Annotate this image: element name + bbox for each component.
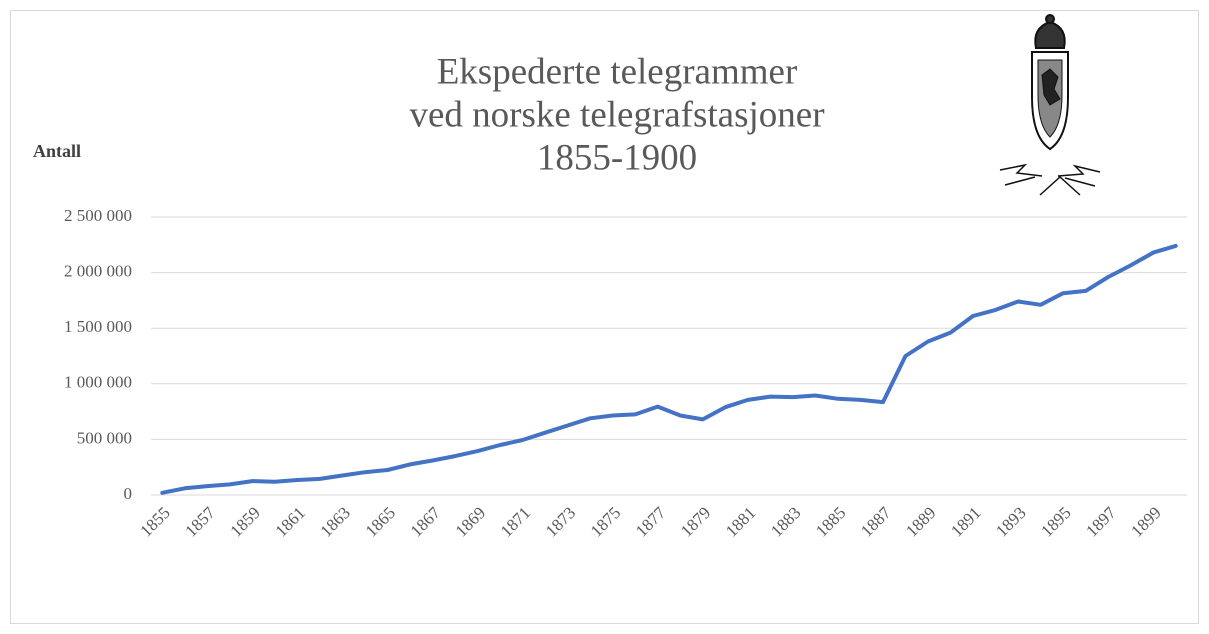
chart-title: Ekspederte telegrammer xyxy=(437,51,798,92)
chart-title: ved norske telegrafstasjoner xyxy=(409,94,824,135)
y-tick-label: 1 000 000 xyxy=(64,373,132,392)
line-series xyxy=(160,243,1178,495)
y-tick-label: 500 000 xyxy=(77,428,132,447)
chart-title: 1855-1900 xyxy=(537,137,697,178)
y-tick-label: 2 500 000 xyxy=(64,206,132,225)
y-axis-label: Antall xyxy=(33,141,81,161)
y-tick-label: 1 500 000 xyxy=(64,317,132,336)
y-tick-label: 2 000 000 xyxy=(64,262,132,281)
chart-frame xyxy=(10,10,1199,624)
emblem xyxy=(999,14,1101,196)
y-tick-label: 0 xyxy=(124,484,133,503)
